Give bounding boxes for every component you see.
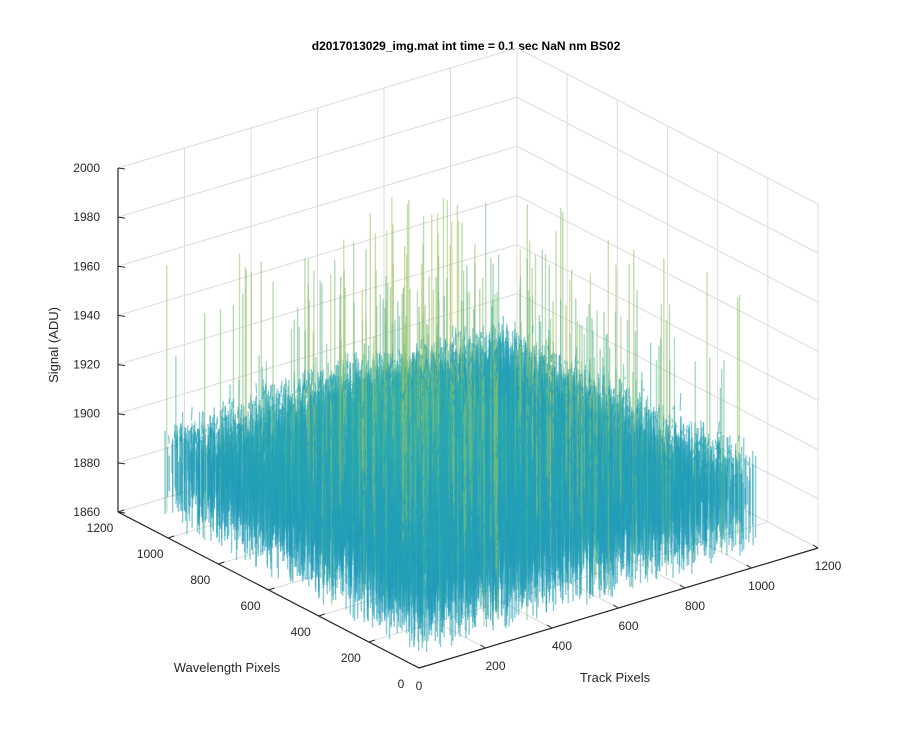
chart-title: d2017013029_img.mat int time = 0.1 sec N… [312,39,621,53]
surface-mesh [164,197,757,653]
grid-line [516,194,819,352]
grid-line [117,194,518,316]
grid-line [516,145,819,303]
grid-line [516,293,819,451]
grid-line [516,96,819,254]
grid-line [117,47,518,169]
grid-line [516,244,819,402]
grid-line [117,145,518,267]
grid-line [516,47,819,205]
grid-line [117,96,518,218]
